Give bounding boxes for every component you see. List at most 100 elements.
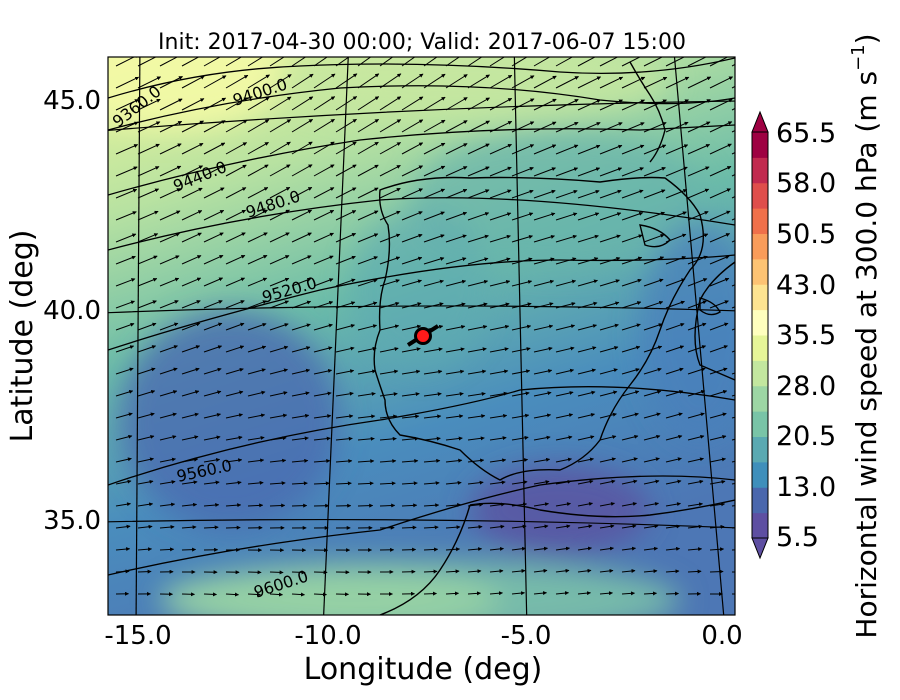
wind-vector xyxy=(181,547,197,552)
wind-vector xyxy=(313,141,335,155)
wind-vector xyxy=(555,457,572,463)
colorbar-tick-label: 50.5 xyxy=(776,219,836,250)
map-frame xyxy=(107,56,736,616)
wind-vector xyxy=(511,391,530,397)
wind-vector xyxy=(643,457,660,463)
wind-vector xyxy=(379,414,398,419)
wind-vector xyxy=(555,346,575,353)
wind-vector xyxy=(577,390,596,397)
wind-vector xyxy=(423,347,443,353)
wind-vector xyxy=(225,300,245,309)
wind-vector xyxy=(665,345,685,353)
wind-vector xyxy=(401,547,417,552)
wind-vector xyxy=(599,99,623,111)
wind-vector xyxy=(291,96,314,111)
wind-vector xyxy=(423,96,446,111)
wind-vector xyxy=(577,279,598,287)
wind-vector xyxy=(599,501,615,507)
wind-vector xyxy=(643,234,665,243)
wind-vector xyxy=(203,187,225,199)
wind-vector xyxy=(599,57,624,67)
wind-vector xyxy=(423,257,445,265)
wind-vector xyxy=(225,254,246,265)
wind-vector xyxy=(203,322,223,331)
wind-vector xyxy=(423,119,446,133)
wind-vector xyxy=(159,232,180,243)
wind-vector xyxy=(379,233,401,243)
wind-vector xyxy=(291,186,313,199)
wind-vector xyxy=(379,436,397,441)
wind-vector xyxy=(115,255,136,265)
wind-vector xyxy=(621,234,643,243)
colorbar-segment xyxy=(752,258,768,285)
wind-vector xyxy=(269,481,286,486)
wind-vector xyxy=(445,143,468,155)
wind-vector xyxy=(401,525,417,530)
wind-vector xyxy=(269,413,288,419)
wind-vector xyxy=(555,568,570,573)
wind-vector xyxy=(665,434,683,441)
wind-vector xyxy=(489,436,507,441)
wind-vector xyxy=(489,189,512,199)
colorbar: 65.5 58.0 50.5 43.0 35.5 28.0 20.5 13.0 … xyxy=(751,33,883,639)
wind-vector xyxy=(467,480,484,485)
wind-vector xyxy=(423,569,438,574)
wind-vector xyxy=(137,300,157,309)
wind-vector xyxy=(599,122,623,133)
wind-vector xyxy=(533,257,555,265)
wind-vector xyxy=(555,479,572,485)
wind-vector xyxy=(489,143,512,155)
wind-vector xyxy=(643,189,666,199)
wind-vector xyxy=(687,502,703,507)
wind-vector xyxy=(203,120,226,133)
wind-vector xyxy=(467,279,489,287)
wind-vector xyxy=(533,212,556,221)
wind-vector xyxy=(555,212,578,221)
wind-vector xyxy=(401,142,424,155)
wind-vector xyxy=(379,347,399,353)
wind-vector xyxy=(709,166,732,177)
wind-vector xyxy=(445,74,468,89)
wind-vector xyxy=(159,165,182,177)
wind-vector xyxy=(709,569,724,574)
wind-vector xyxy=(621,167,644,177)
wind-vector xyxy=(181,435,199,441)
wind-vector xyxy=(621,434,639,441)
wind-vector xyxy=(401,324,422,331)
wind-vector xyxy=(401,302,422,309)
wind-vector xyxy=(115,524,131,529)
wind-vector xyxy=(467,391,486,397)
wind-vector xyxy=(115,412,133,419)
wind-vector xyxy=(269,277,290,287)
wind-vector xyxy=(665,524,681,529)
wind-vector xyxy=(555,144,579,155)
wind-vector xyxy=(137,390,156,397)
wind-vector xyxy=(291,436,309,441)
wind-vector xyxy=(137,367,156,375)
wind-vector xyxy=(489,234,511,243)
wind-vector xyxy=(137,524,153,529)
wind-vector xyxy=(115,188,138,199)
wind-vector xyxy=(181,412,199,419)
wind-vector xyxy=(643,501,659,507)
wind-vector xyxy=(115,233,137,243)
wind-vector xyxy=(379,279,400,287)
colorbar-tick-label: 65.5 xyxy=(776,118,836,149)
wind-vector xyxy=(621,368,640,375)
wind-vector xyxy=(269,74,292,89)
wind-vector xyxy=(445,347,465,353)
wind-vector xyxy=(247,187,269,199)
wind-vector xyxy=(643,167,666,177)
wind-vector xyxy=(577,479,594,485)
wind-vector xyxy=(709,502,726,507)
wind-vector xyxy=(203,277,224,287)
wind-vector xyxy=(225,74,249,89)
wind-vector xyxy=(247,503,264,508)
wind-vector xyxy=(269,232,290,243)
wind-vector xyxy=(357,210,379,221)
wind-vector xyxy=(335,73,358,89)
wind-vector xyxy=(445,302,466,309)
wind-vector xyxy=(511,57,528,67)
wind-vector xyxy=(731,527,735,529)
wind-vector xyxy=(687,569,702,574)
